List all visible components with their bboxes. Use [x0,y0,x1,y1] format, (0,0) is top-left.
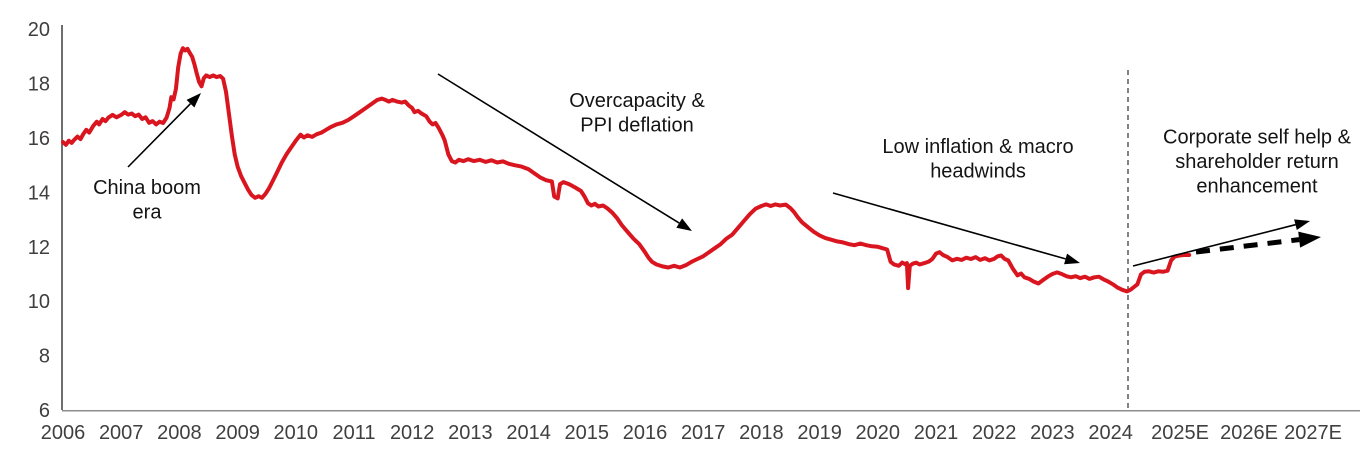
y-tick-label: 6 [39,400,50,422]
x-tick-label: 2017 [681,422,726,444]
annotation-china-boom: China boom era [93,177,201,224]
y-tick-label: 12 [28,237,50,259]
x-tick-label: 2015 [565,422,610,444]
x-tick-label: 2013 [448,422,493,444]
y-tick-label: 10 [28,291,50,313]
x-tick-label: 2011 [332,422,375,444]
annotation-arrow-china-boom-shaft [127,103,192,168]
annotation-arrow-overcapacity-head [676,218,692,231]
series-historical-line [61,46,1192,294]
x-tick-label: 2014 [506,422,551,444]
x-tick-label: 2007 [99,422,144,444]
x-tick-label: 2024 [1088,422,1133,444]
annotation-arrow-low-inflation-head [1064,253,1080,265]
x-tick-label: 2016 [623,422,668,444]
annotation-overcapacity: Overcapacity & PPI deflation [569,90,705,137]
y-tick-label: 8 [39,346,50,368]
x-tick-label: 2010 [274,422,319,444]
x-tick-label: 2019 [797,422,842,444]
x-tick-label: 2025E [1151,422,1209,444]
x-tick-label: 2009 [215,422,260,444]
x-tick-label: 2018 [739,422,784,444]
x-tick-label: 2023 [1030,422,1075,444]
x-tick-label: 2027E [1284,422,1342,444]
annotation-low-inflation: Low inflation & macro headwinds [882,136,1073,183]
annotation-corporate-self-help: Corporate self help & shareholder return e… [1163,127,1352,198]
y-tick-label: 20 [28,19,50,41]
annotation-arrow-low-inflation-shaft [832,192,1066,260]
y-tick-label: 16 [28,128,50,150]
trend-arrow-solid-head [1294,219,1310,231]
forecast-arrow-dashed-head [1298,231,1321,248]
x-tick-label: 2022 [972,422,1017,444]
annotation-arrow-overcapacity-shaft [437,73,680,224]
x-tick-label: 2008 [157,422,202,444]
x-tick-label: 2026E [1220,422,1278,444]
x-tick-label: 2021 [914,422,959,444]
x-tick-label: 2012 [390,422,435,444]
y-tick-label: 14 [28,182,50,204]
x-tick-label: 2006 [41,422,86,444]
annotation-arrow-china-boom-head [186,93,201,108]
forecast-arrow-dashed-shaft [1195,237,1300,255]
trend-arrow-solid-shaft [1132,223,1296,267]
y-tick-label: 18 [28,74,50,96]
x-tick-label: 2020 [856,422,901,444]
